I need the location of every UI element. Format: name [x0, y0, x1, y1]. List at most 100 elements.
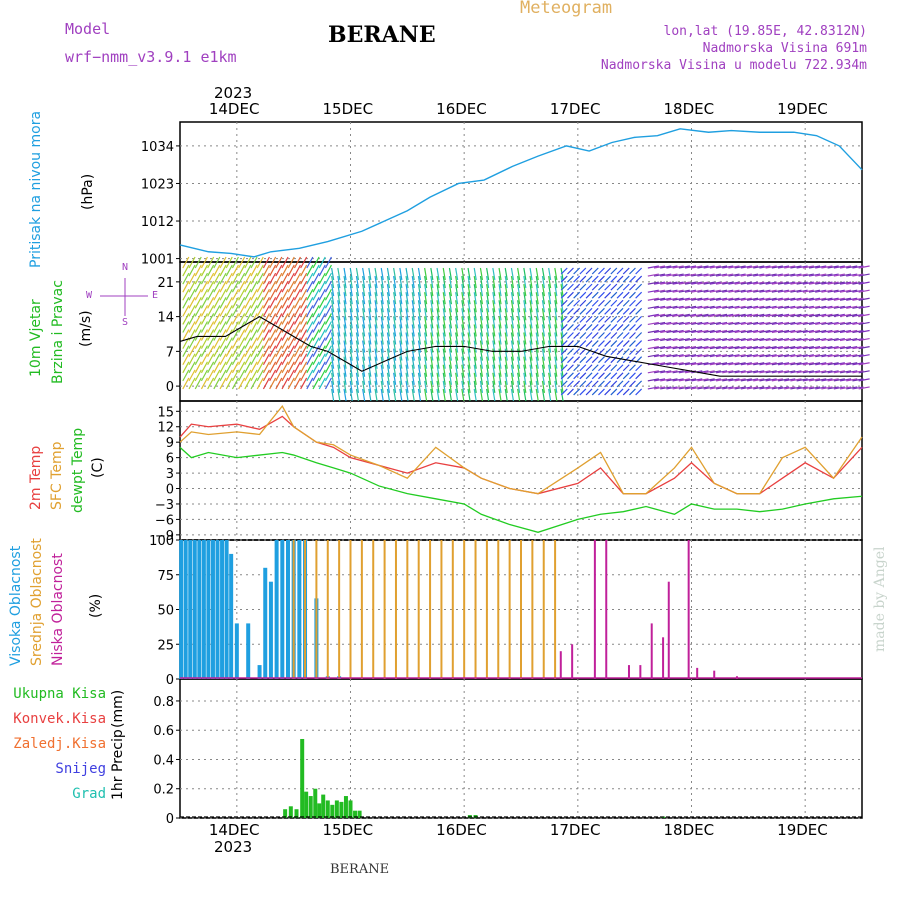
wind-barb	[796, 337, 808, 342]
wind-barb	[343, 300, 347, 313]
wind-barb	[858, 297, 870, 301]
wind-barb	[815, 265, 827, 269]
wind-barb	[567, 380, 574, 388]
wind-barb	[827, 297, 839, 301]
wind-barb	[579, 372, 587, 380]
wind-barb	[784, 313, 796, 317]
wind-barb	[548, 275, 552, 289]
wind-barb	[405, 364, 409, 377]
wind-barb	[492, 364, 496, 377]
wind-barb	[573, 364, 581, 372]
wind-barb	[678, 362, 690, 366]
wind-barb	[579, 315, 587, 323]
wind-barb	[759, 337, 771, 342]
wind-barb	[467, 340, 471, 353]
wind-barb	[393, 388, 397, 402]
wind-barb	[591, 356, 599, 364]
wind-barb	[635, 348, 643, 356]
wind-barb	[455, 267, 459, 281]
wind-barb	[622, 315, 630, 323]
wind-barb	[535, 292, 539, 305]
wind-barb	[343, 340, 347, 353]
wind-barb	[343, 388, 347, 402]
wind-barb	[604, 315, 612, 323]
wind-barb	[238, 329, 246, 341]
wind-barb	[746, 370, 759, 374]
wind-barb	[312, 256, 320, 269]
wind-barb	[380, 267, 384, 281]
wind-barb	[672, 273, 684, 277]
wind-barb	[331, 372, 335, 385]
wind-barb	[790, 337, 802, 342]
wind-barb	[728, 378, 740, 382]
wind-barb	[318, 313, 326, 325]
wind-barb	[629, 332, 636, 339]
y-tick-label: 21	[157, 276, 174, 291]
wind-barb	[194, 272, 202, 285]
wind-barb	[461, 348, 465, 361]
wind-barb	[833, 337, 845, 342]
wind-barb	[598, 324, 605, 331]
cloud-bar-low_cloud	[687, 540, 690, 679]
wind-barb	[777, 297, 790, 301]
wind-barb	[554, 332, 558, 345]
wind-barb	[660, 289, 672, 293]
wind-barb	[715, 273, 728, 277]
wind-barb	[591, 267, 599, 275]
wind-barb	[405, 316, 409, 329]
wind-barb	[833, 354, 845, 358]
wind-barb	[324, 305, 332, 317]
wind-barb	[691, 305, 703, 309]
precip-bar	[304, 791, 309, 818]
wind-barb	[293, 369, 301, 382]
wind-barb	[821, 370, 833, 374]
wind-barb	[666, 289, 678, 293]
wind-barb	[734, 346, 746, 350]
wind-barb	[591, 332, 599, 339]
wind-barb	[510, 324, 515, 337]
wind-barb	[479, 388, 484, 402]
wind-barb	[610, 380, 618, 388]
wind-barb	[833, 329, 845, 334]
wind-barb	[256, 264, 264, 277]
wind-barb	[753, 346, 765, 350]
wind-barb	[517, 340, 521, 353]
wind-barb	[740, 337, 752, 342]
wind-barb	[244, 369, 252, 382]
wind-barb	[250, 313, 258, 325]
wind-barb	[250, 256, 258, 269]
wind-barb	[486, 300, 490, 313]
wind-barb	[833, 321, 845, 326]
wind-barb	[697, 362, 709, 366]
wind-barb	[796, 313, 808, 317]
wind-barb	[374, 292, 378, 305]
wind-barb	[182, 377, 190, 390]
wind-barb	[498, 267, 502, 281]
wind-barb	[411, 292, 415, 305]
wind-barb	[697, 313, 709, 317]
wind-barb	[753, 305, 765, 309]
wind-barb	[591, 307, 599, 315]
wind-barb	[821, 305, 833, 309]
wind-barb	[622, 299, 630, 307]
wind-barb	[567, 356, 574, 364]
wind-barb	[386, 348, 391, 361]
wind-barb	[486, 380, 490, 393]
wind-barb	[678, 265, 690, 269]
wind-barb	[430, 372, 434, 385]
wind-barb	[194, 377, 202, 390]
wind-barb	[287, 305, 295, 317]
wind-barb	[653, 265, 666, 269]
wind-barb	[548, 292, 552, 305]
wind-barb	[318, 256, 326, 269]
wind-barb	[560, 267, 568, 275]
wind-barb	[399, 332, 403, 345]
y-tick-label: 0	[166, 483, 174, 498]
wind-barb	[461, 388, 465, 402]
wind-barb	[504, 308, 508, 321]
wind-barb	[442, 324, 446, 337]
wind-barb	[715, 289, 728, 293]
wind-barb	[709, 297, 721, 301]
wind-barb	[573, 291, 581, 299]
wind-barb	[765, 305, 777, 309]
